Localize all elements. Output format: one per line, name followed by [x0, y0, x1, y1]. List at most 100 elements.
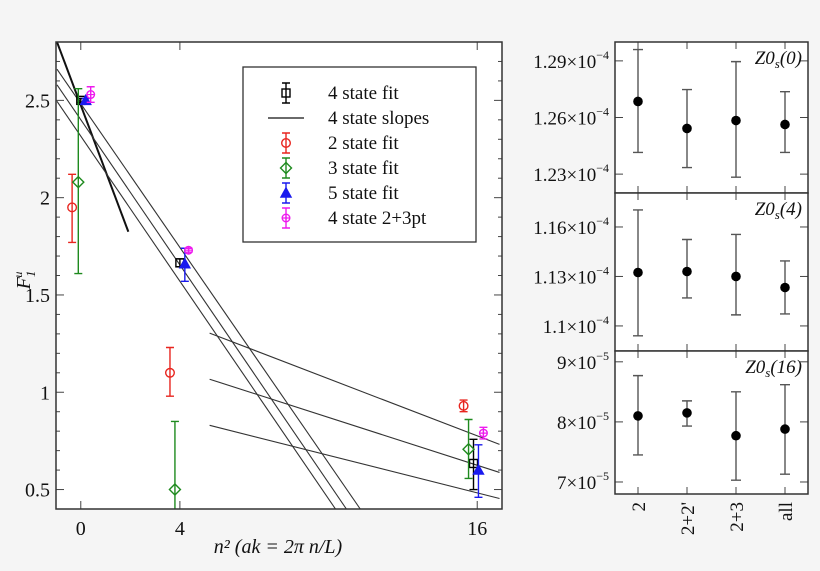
slope-line: [56, 101, 336, 509]
y-tick-label: 0.5: [25, 480, 50, 502]
data-point-3-state-fit: [168, 420, 182, 509]
circle-marker: [164, 367, 175, 378]
dot-marker: [682, 123, 692, 134]
panel-frame: [614, 350, 809, 495]
legend-star-marker-cross: [282, 214, 290, 222]
y-tick-label: 1.5: [25, 285, 50, 307]
error-bar: [165, 346, 174, 397]
dot-marker: [731, 271, 741, 282]
diamond-marker: [168, 483, 182, 497]
diamond-marker: [71, 175, 85, 189]
panel-plot-area: [615, 42, 808, 193]
legend-entry: 4 state 2+3pt: [281, 207, 427, 229]
y-tick-label: 1.16×10−4: [533, 214, 609, 239]
dot-marker: [633, 411, 643, 421]
data-point: [780, 383, 790, 475]
data-point: [682, 238, 692, 299]
legend-error-bar: [282, 157, 290, 179]
legend-label: 5 state fit: [328, 183, 399, 204]
legend-label: 3 state fit: [328, 158, 399, 179]
y-tick-label: 1.1×10−4: [543, 313, 609, 338]
data-point-4-state-2-3pt: [184, 245, 194, 255]
data-point: [682, 400, 692, 427]
legend-circle-marker: [281, 137, 292, 148]
data-point: [731, 60, 741, 178]
dot-marker: [682, 408, 692, 418]
data-point-4-state-fit: [468, 438, 479, 491]
dot-marker: [780, 424, 790, 434]
left-plot-content: [56, 42, 500, 509]
data-point-3-state-fit: [71, 88, 85, 275]
panel-z0s-4-: 1.1×10−4 1.13×10−4 1.16×10−4 Z0s(4): [533, 192, 809, 352]
slope-line: [209, 332, 500, 445]
x-axis-label: n² (ak = 2π n/L): [214, 536, 343, 558]
dot-marker: [780, 119, 790, 130]
panel-label: Z0s(16): [745, 357, 802, 380]
legend-entry: 2 state fit: [281, 132, 399, 154]
error-bar: [74, 88, 83, 275]
x-tick-label: 0: [76, 518, 86, 540]
y-tick-label: 2: [40, 188, 50, 210]
panel-label: Z0s(4): [755, 199, 802, 222]
triangle-marker: [472, 463, 485, 475]
data-point-2-state-fit: [164, 346, 175, 397]
category-label: 2+2': [678, 502, 699, 535]
data-point: [633, 48, 643, 154]
dot-marker: [731, 430, 741, 441]
error-bar: [469, 438, 478, 491]
data-point: [682, 88, 692, 169]
y-tick-label: 1.29×10−4: [533, 48, 609, 73]
category-label: 2: [629, 502, 650, 512]
data-point: [633, 209, 643, 337]
y-tick-label: 1.13×10−4: [533, 263, 609, 288]
slope-line: [209, 378, 500, 473]
data-point-4-state-2-3pt: [478, 426, 488, 440]
data-point: [780, 260, 790, 315]
dot-marker: [780, 282, 790, 293]
dot-marker: [633, 267, 643, 278]
legend-entry: 5 state fit: [279, 182, 399, 204]
data-point: [731, 391, 741, 481]
y-axis-label: F1u: [11, 271, 38, 291]
panel-plot-area: [615, 351, 808, 494]
slope-line: [56, 68, 361, 509]
legend: 4 state fit 4 state slopes 2 state fit 3 st…: [242, 66, 477, 243]
legend-error-bar: [282, 82, 290, 104]
y-tick-label: 1.26×10−4: [533, 105, 609, 130]
legend-error-bar: [282, 132, 290, 154]
x-tick-label: 4: [175, 518, 185, 540]
data-point-2-state-fit: [67, 173, 78, 244]
error-bar: [464, 418, 473, 480]
dot-marker: [633, 96, 643, 107]
y-tick-label: 1: [40, 382, 50, 404]
legend-label: 4 state 2+3pt: [328, 208, 427, 229]
star-marker-cross: [86, 90, 95, 99]
category-label: all: [776, 502, 797, 521]
error-bar: [170, 420, 179, 509]
data-point-3-state-fit: [462, 418, 476, 480]
star-marker-cross: [184, 246, 193, 255]
panel-plot-area: [615, 193, 808, 351]
circle-marker: [67, 202, 78, 213]
panel-z0s-0-: 1.23×10−4 1.26×10−4 1.29×10−4 Z0s(0): [533, 41, 809, 194]
star-marker-cross: [479, 429, 488, 438]
panel-z0s-16-: 7×10−5 8×10−5 9×10−5 Z0s(16): [557, 349, 809, 495]
data-point-2-state-fit: [458, 399, 469, 413]
y-tick-label: 9×10−5: [557, 349, 609, 374]
legend-entry: 3 state fit: [279, 157, 399, 179]
y-tick-label: 8×10−5: [557, 409, 609, 434]
legend-entry: 4 state slopes: [268, 108, 429, 129]
dot-marker: [731, 115, 741, 126]
square-marker: [468, 458, 479, 469]
data-point: [731, 233, 741, 316]
category-label: 2+3: [727, 502, 748, 532]
data-point: [633, 374, 643, 456]
x-tick-label: 16: [467, 518, 487, 540]
legend-square-marker: [281, 88, 291, 98]
slope-line: [56, 84, 347, 509]
triangle-marker: [178, 257, 192, 269]
left-axes-frame: [55, 41, 503, 510]
panel-label: Z0s(0): [755, 48, 802, 71]
dot-marker: [682, 266, 692, 277]
